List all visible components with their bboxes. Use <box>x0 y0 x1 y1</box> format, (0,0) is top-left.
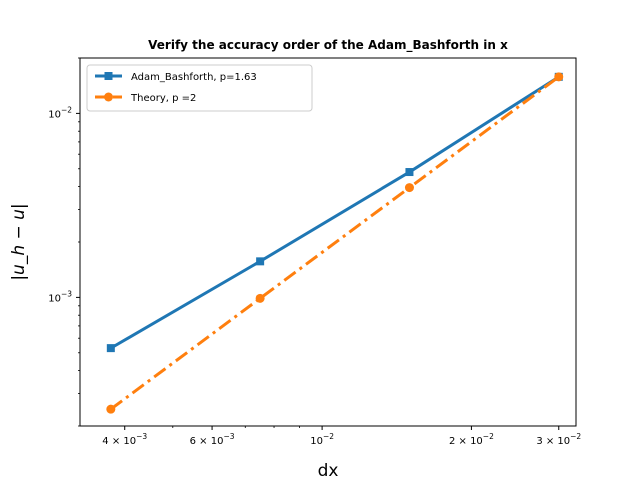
series-line-1 <box>110 75 560 350</box>
series-line-2 <box>109 75 560 411</box>
legend-label: Theory, p =2 <box>130 93 196 104</box>
x-tick-label: 3 × 10−2 <box>536 432 581 447</box>
series-2-point <box>554 72 564 82</box>
series-1-point <box>256 257 265 266</box>
legend-swatch-marker <box>104 72 113 80</box>
series-2-point <box>404 183 414 193</box>
legend-label: Adam_Bashforth, p=1.63 <box>131 72 257 83</box>
series-2-point <box>255 293 265 303</box>
chart-title: Verify the accuracy order of the Adam_Ba… <box>148 38 508 53</box>
axes: 4 × 10−3 6 × 10−3 10−2 2 × 10−2 3 × 10−2 10−3… <box>48 57 581 447</box>
y-axis-label: |u_h − u| <box>9 203 29 280</box>
series-1-point <box>405 168 414 177</box>
x-tick-label: 10−2 <box>310 432 334 447</box>
x-tick-label: 6 × 10−3 <box>190 432 235 447</box>
y-tick-label: 10−3 <box>48 289 72 304</box>
x-tick-label: 2 × 10−2 <box>449 432 494 447</box>
legend: Adam_Bashforth, p=1.63 Theory, p =2 <box>86 64 313 112</box>
legend-swatch-marker <box>104 92 113 102</box>
series-1-point <box>106 344 115 353</box>
series-2-point <box>106 404 116 414</box>
x-tick-label: 4 × 10−3 <box>102 432 147 447</box>
x-axis-label: dx <box>318 461 339 480</box>
y-tick-label: 10−2 <box>48 105 72 120</box>
plot-area <box>106 72 564 414</box>
legend-box <box>86 64 313 112</box>
